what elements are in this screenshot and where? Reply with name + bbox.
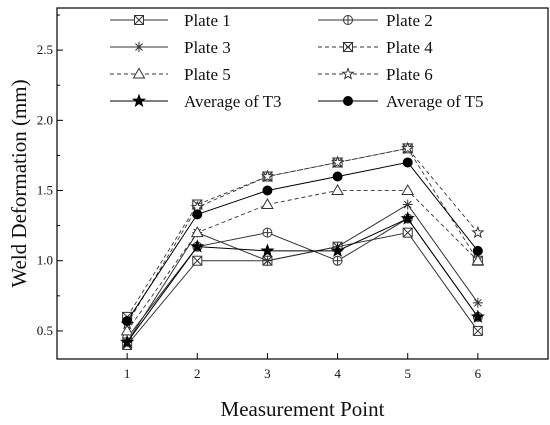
legend-label: Plate 6 [386, 65, 433, 84]
series-line [126, 217, 479, 339]
data-point [192, 255, 203, 266]
data-point [472, 297, 483, 308]
legend-label: Plate 4 [386, 38, 433, 57]
series-7 [122, 157, 483, 327]
data-point [471, 254, 485, 266]
data-point [401, 184, 415, 196]
legend-marker [134, 15, 144, 25]
legend: Plate 1 Plate 2 Plate 3 Plate 4 Plate 5 Plate… [110, 11, 484, 111]
legend-item: Average of T5 [318, 92, 484, 111]
series-line [126, 161, 479, 322]
data-point [260, 243, 275, 257]
x-axis-label: Measurement Point [221, 397, 385, 421]
series-line [126, 203, 479, 343]
legend-item: Plate 6 [318, 65, 433, 84]
legend-item: Plate 4 [318, 38, 433, 57]
y-tick-label: 2.0 [37, 112, 53, 127]
data-point [400, 211, 415, 225]
series-3 [121, 143, 484, 322]
x-tick-label: 1 [124, 366, 131, 381]
legend-item: Average of T3 [110, 92, 282, 111]
data-point [332, 255, 343, 266]
data-point [402, 227, 413, 238]
data-point [471, 225, 485, 239]
legend-marker [342, 42, 354, 52]
data-point [190, 239, 205, 253]
plot-frame [56, 7, 549, 360]
data-point [332, 171, 343, 182]
y-tick-label: 1.5 [37, 183, 53, 198]
y-tick-label: 0.5 [37, 323, 53, 338]
legend-item: Plate 5 [110, 65, 231, 84]
x-tick-label: 6 [475, 366, 482, 381]
data-point [331, 184, 344, 196]
data-point [472, 325, 483, 336]
y-axis-label: Weld Deformation (mm) [7, 79, 31, 287]
legend-label: Average of T5 [386, 92, 484, 111]
data-point [330, 155, 345, 169]
x-tick-label: 4 [334, 366, 341, 381]
series-layer [120, 141, 485, 350]
data-point [260, 169, 275, 183]
legend-label: Average of T3 [184, 92, 282, 111]
data-point [262, 185, 273, 196]
ticks-layer: 1 2 3 4 5 6 0.5 1.0 1.5 2.0 2.5 [37, 14, 482, 381]
legend-marker [343, 96, 353, 106]
legend-marker [134, 42, 144, 52]
data-point [192, 209, 203, 220]
y-tick-label: 2.5 [37, 42, 53, 57]
y-tick-label: 1.0 [37, 253, 53, 268]
legend-item: Plate 2 [318, 11, 433, 30]
legend-marker [343, 15, 353, 25]
data-point [472, 245, 483, 256]
data-point [261, 198, 274, 210]
x-tick-label: 3 [264, 366, 271, 381]
series-line [126, 147, 479, 325]
legend-item: Plate 1 [110, 11, 231, 30]
legend-label: Plate 3 [184, 38, 231, 57]
data-point [120, 324, 134, 336]
legend-marker [341, 67, 355, 80]
data-point [122, 316, 133, 327]
data-point [402, 157, 413, 168]
data-point [262, 227, 273, 238]
legend-label: Plate 1 [184, 11, 231, 30]
data-point [190, 226, 204, 238]
data-point [470, 309, 485, 323]
legend-item: Plate 3 [110, 38, 231, 57]
series-line [126, 217, 479, 343]
data-point [402, 199, 413, 210]
data-point [401, 141, 415, 155]
series-line [126, 190, 479, 332]
x-tick-label: 2 [194, 366, 201, 381]
data-point [330, 243, 345, 257]
series-6 [120, 211, 485, 349]
legend-marker [131, 93, 147, 108]
legend-marker [132, 67, 146, 79]
x-tick-label: 5 [404, 366, 411, 381]
series-line [126, 232, 479, 346]
series-4 [120, 184, 485, 336]
data-point [120, 334, 135, 349]
series-5 [120, 141, 485, 330]
legend-label: Plate 2 [386, 11, 433, 30]
series-line [126, 147, 479, 318]
legend-label: Plate 5 [184, 65, 231, 84]
data-point [262, 255, 273, 266]
